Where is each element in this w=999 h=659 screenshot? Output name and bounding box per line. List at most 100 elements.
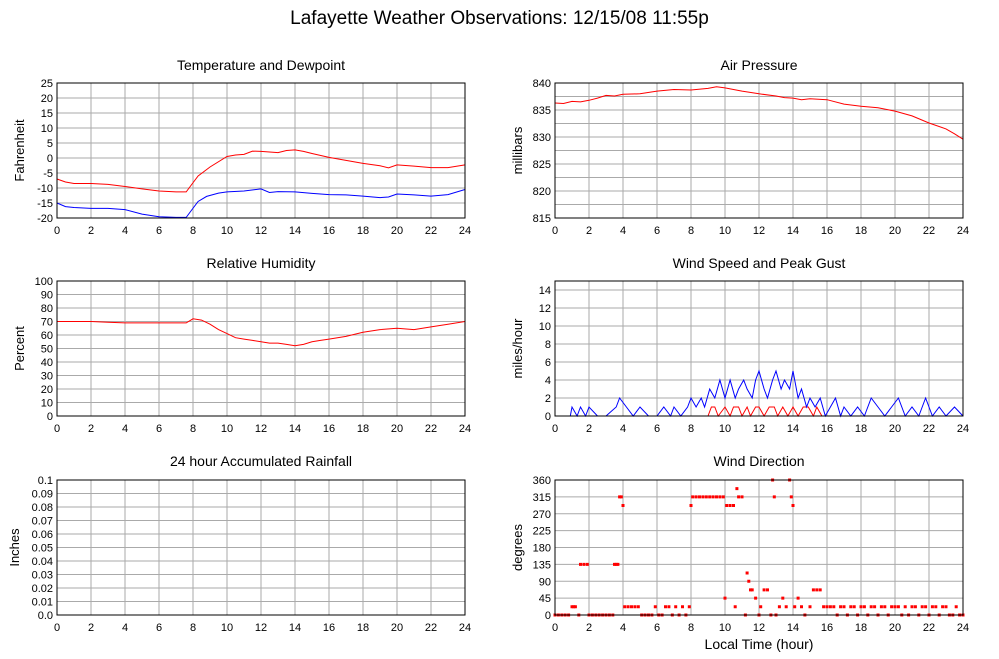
direction-point bbox=[708, 495, 712, 499]
page-title: Lafayette Weather Observations: 12/15/08… bbox=[290, 8, 709, 29]
pressure-xtick-label: 12 bbox=[753, 225, 765, 237]
direction-point bbox=[621, 504, 625, 507]
direction-point bbox=[941, 605, 945, 609]
humidity-ytick-label: 30 bbox=[41, 371, 53, 383]
direction-xtick-label: 18 bbox=[855, 622, 867, 634]
humidity-ytick-label: 50 bbox=[41, 344, 53, 356]
temp-ytick-label: 20 bbox=[41, 93, 53, 105]
pressure-frame bbox=[554, 82, 964, 219]
pressure-title: Air Pressure bbox=[720, 57, 797, 73]
direction-xtick-label: 24 bbox=[957, 622, 969, 634]
direction-point bbox=[896, 605, 900, 609]
humidity-frame bbox=[56, 280, 466, 417]
rain-ytick-label: 0.03 bbox=[32, 570, 53, 582]
wind-title: Wind Speed and Peak Gust bbox=[673, 255, 846, 271]
direction-point bbox=[759, 605, 763, 609]
rain-ytick-label: 0.08 bbox=[32, 502, 53, 514]
direction-point bbox=[893, 605, 897, 609]
direction-point bbox=[869, 605, 873, 609]
rain-xtick-label: 4 bbox=[122, 622, 128, 634]
direction-point bbox=[735, 487, 739, 491]
direction-point bbox=[667, 605, 671, 609]
temp-xtick-label: 10 bbox=[221, 225, 233, 237]
wind-xtick-label: 16 bbox=[821, 423, 833, 435]
temp-xtick-label: 2 bbox=[88, 225, 94, 237]
wind-ytick-label: 6 bbox=[545, 357, 551, 369]
direction-frame bbox=[554, 479, 964, 616]
pressure-series-line-0 bbox=[554, 86, 964, 140]
rain-ytick-label: 0.09 bbox=[32, 489, 53, 501]
humidity-xtick-label: 24 bbox=[459, 423, 471, 435]
wind-ylabel: miles/hour bbox=[510, 318, 525, 379]
direction-point bbox=[815, 588, 819, 592]
direction-xtick-label: 16 bbox=[821, 622, 833, 634]
direction-point bbox=[754, 596, 758, 600]
direction-point bbox=[910, 605, 914, 609]
direction-point bbox=[619, 495, 623, 499]
direction-point bbox=[687, 605, 691, 609]
pressure-xtick-label: 0 bbox=[552, 225, 558, 237]
wind-frame bbox=[554, 280, 964, 417]
direction-point bbox=[781, 596, 785, 600]
direction-point bbox=[718, 495, 722, 499]
direction-point bbox=[808, 605, 812, 609]
direction-point bbox=[913, 605, 917, 609]
rain-ytick-label: 0.02 bbox=[32, 583, 53, 595]
direction-ytick-label: 135 bbox=[533, 559, 551, 571]
wind-xtick-label: 0 bbox=[552, 423, 558, 435]
direction-point bbox=[772, 495, 776, 499]
direction-point bbox=[694, 495, 698, 499]
humidity-xtick-label: 20 bbox=[391, 423, 403, 435]
direction-ytick-label: 360 bbox=[533, 475, 551, 487]
humidity-ytick-label: 90 bbox=[41, 290, 53, 302]
temp-xtick-label: 18 bbox=[357, 225, 369, 237]
humidity-xtick-label: 22 bbox=[425, 423, 437, 435]
temp-series-line-1 bbox=[56, 188, 466, 218]
pressure-xtick-label: 22 bbox=[923, 225, 935, 237]
humidity-ytick-label: 100 bbox=[35, 276, 53, 288]
direction-point bbox=[715, 495, 718, 499]
temp-ytick-label: -20 bbox=[37, 213, 53, 225]
temp-frame bbox=[56, 82, 466, 219]
direction-point bbox=[750, 588, 754, 592]
direction-ytick-label: 45 bbox=[539, 593, 551, 605]
rain-xtick-label: 14 bbox=[289, 622, 301, 634]
pressure-xtick-label: 2 bbox=[586, 225, 592, 237]
direction-ytick-label: 0 bbox=[545, 610, 551, 622]
rain-xtick-label: 18 bbox=[357, 622, 369, 634]
direction-point bbox=[579, 562, 582, 566]
humidity-ytick-label: 70 bbox=[41, 317, 53, 329]
direction-point bbox=[653, 605, 657, 609]
direction-point bbox=[825, 605, 829, 609]
pressure-ylabel: millibars bbox=[510, 126, 525, 174]
direction-point bbox=[723, 596, 727, 600]
humidity-title: Relative Humidity bbox=[207, 255, 316, 271]
temp-ytick-label: -10 bbox=[37, 183, 53, 195]
wind-xtick-label: 14 bbox=[787, 423, 799, 435]
direction-point bbox=[664, 605, 667, 609]
direction-point bbox=[791, 504, 795, 507]
rain-xtick-label: 10 bbox=[221, 622, 233, 634]
rain-xtick-label: 22 bbox=[425, 622, 437, 634]
temp-ytick-label: 10 bbox=[41, 123, 53, 135]
pressure-ytick-label: 825 bbox=[533, 159, 551, 171]
direction-xtick-label: 8 bbox=[688, 622, 694, 634]
direction-point bbox=[890, 605, 894, 609]
temp-title: Temperature and Dewpoint bbox=[177, 57, 345, 73]
temp-xtick-label: 20 bbox=[391, 225, 403, 237]
rain-ylabel: Inches bbox=[7, 528, 22, 567]
direction-xtick-label: 2 bbox=[586, 622, 592, 634]
direction-point bbox=[818, 588, 822, 592]
temp-ytick-label: 25 bbox=[41, 78, 53, 90]
direction-xtick-label: 22 bbox=[923, 622, 935, 634]
direction-point bbox=[711, 495, 715, 499]
direction-point bbox=[616, 562, 620, 566]
humidity-xtick-label: 0 bbox=[54, 423, 60, 435]
wind-ytick-label: 14 bbox=[539, 285, 551, 297]
direction-point bbox=[796, 596, 800, 600]
humidity-xtick-label: 4 bbox=[122, 423, 128, 435]
wind-ytick-label: 8 bbox=[545, 339, 551, 351]
wind-xtick-label: 22 bbox=[923, 423, 935, 435]
